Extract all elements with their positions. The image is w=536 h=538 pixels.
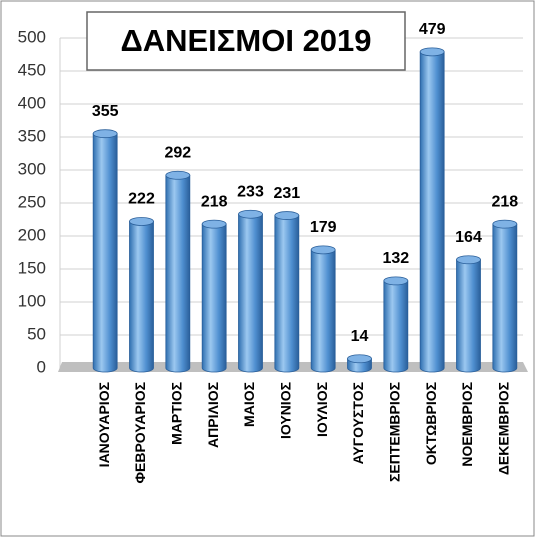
x-tick-label: ΜΑΡΤΙΟΣ	[169, 382, 185, 445]
value-label: 132	[382, 250, 409, 267]
bar	[456, 259, 481, 373]
y-tick-label: 0	[37, 357, 46, 376]
value-label: 355	[92, 103, 119, 120]
value-label: 233	[237, 183, 264, 200]
value-label: 218	[201, 193, 228, 210]
bar	[129, 221, 154, 373]
x-tick-label: ΙΟΥΝΙΟΣ	[278, 382, 294, 439]
bar	[201, 223, 227, 373]
x-tick-label: ΣΕΠΤΕΜΒΡΙΟΣ	[387, 382, 403, 482]
title-box	[86, 11, 406, 71]
x-tick-label: ΙΟΥΛΙΟΣ	[314, 382, 330, 437]
y-tick-label: 500	[18, 27, 46, 46]
bar	[238, 213, 263, 373]
bar-cap	[165, 170, 191, 180]
value-label: 231	[273, 185, 300, 202]
y-tick-label: 350	[18, 126, 46, 145]
bar	[165, 174, 191, 373]
chart-title: ΔΑΝΕΙΣΜΟΙ 2019	[120, 23, 371, 58]
y-tick-label: 450	[18, 60, 46, 79]
bar-cap	[201, 219, 227, 229]
y-tick-label: 200	[18, 225, 46, 244]
y-tick-label: 100	[18, 291, 46, 310]
x-tick-label: ΑΥΓΟΥΣΤΟΣ	[350, 382, 366, 464]
bar-cap	[274, 211, 300, 220]
x-tick-label: ΜΑΙΟΣ	[241, 382, 257, 427]
y-tick-label: 300	[18, 159, 46, 178]
value-label: 179	[310, 219, 337, 236]
value-label: 292	[164, 144, 191, 161]
y-tick-label: 250	[18, 192, 46, 211]
bar-cap	[419, 47, 445, 57]
bar	[419, 51, 445, 373]
value-label: 164	[455, 229, 482, 246]
x-tick-label: ΑΠΡΙΛΙΟΣ	[205, 382, 221, 448]
bar-cap	[310, 245, 336, 255]
y-tick-label: 150	[18, 258, 46, 277]
y-tick-label: 50	[27, 324, 46, 343]
y-tick-label: 400	[18, 93, 46, 112]
bar-cap	[129, 217, 154, 226]
bar-cap	[92, 129, 118, 139]
value-label: 14	[351, 328, 369, 345]
x-tick-label: ΟΚΤΩΒΡΙΟΣ	[423, 382, 439, 465]
bar	[492, 223, 518, 373]
bar-cap	[347, 354, 372, 364]
x-tick-label: ΔΕΚΕΜΒΡΙΟΣ	[496, 382, 512, 475]
bar	[92, 133, 118, 373]
value-label: 218	[491, 193, 518, 210]
x-tick-label: ΙΑΝΟΥΑΡΙΟΣ	[96, 382, 112, 467]
bar-cap	[238, 209, 263, 219]
value-label: 479	[419, 21, 446, 38]
x-tick-label: ΦΕΒΡΟΥΑΡΙΟΣ	[132, 382, 148, 483]
bar-cap	[383, 276, 409, 286]
value-label: 222	[128, 191, 155, 208]
x-tick-label: ΝΟΕΜΒΡΙΟΣ	[459, 382, 475, 467]
bar	[383, 280, 409, 373]
bar-cap	[456, 255, 481, 265]
bar	[274, 215, 300, 373]
bar	[310, 249, 336, 373]
bar-cap	[492, 219, 518, 229]
